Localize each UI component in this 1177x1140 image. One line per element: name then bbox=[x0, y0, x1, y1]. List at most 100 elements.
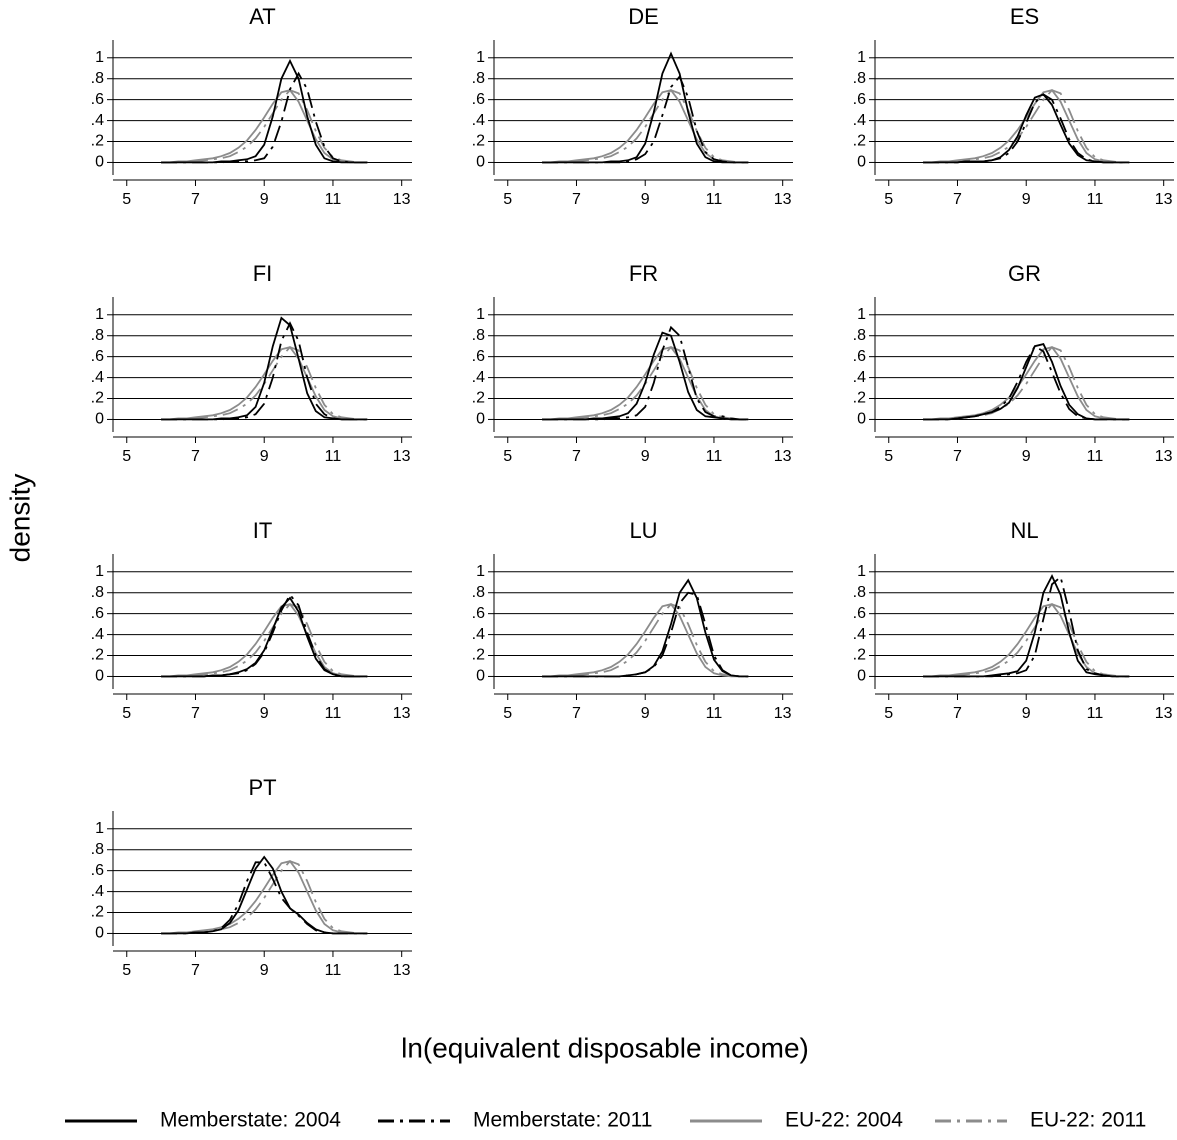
x-tick-label: 9 bbox=[641, 705, 650, 722]
y-tick-label: .4 bbox=[91, 369, 104, 386]
panel: PT 0 .2 .4 .6 .8 1 5 7 9 11 13 bbox=[91, 775, 412, 979]
y-tick-label: 0 bbox=[476, 411, 485, 428]
panel-title: PT bbox=[248, 775, 276, 800]
x-axis-label: ln(equivalent disposable income) bbox=[401, 1032, 809, 1063]
y-tick-label: .2 bbox=[853, 133, 866, 150]
x-tick-label: 11 bbox=[706, 448, 723, 465]
panel-title: ES bbox=[1010, 4, 1039, 29]
y-tick-label: .8 bbox=[853, 327, 866, 344]
y-tick-label: 0 bbox=[95, 154, 104, 171]
density-line bbox=[161, 596, 368, 678]
panel: FR 0 .2 .4 .6 .8 1 5 7 9 11 13 bbox=[472, 261, 793, 465]
density-line bbox=[923, 573, 1130, 678]
x-tick-label: 9 bbox=[260, 191, 269, 208]
x-tick-label: 11 bbox=[1087, 191, 1104, 208]
x-tick-label: 7 bbox=[191, 962, 200, 979]
x-tick-label: 13 bbox=[393, 448, 411, 465]
x-tick-label: 7 bbox=[572, 191, 581, 208]
y-tick-label: .2 bbox=[472, 390, 485, 407]
x-tick-label: 5 bbox=[503, 191, 512, 208]
x-tick-label: 13 bbox=[1155, 448, 1173, 465]
x-tick-label: 7 bbox=[953, 705, 962, 722]
x-tick-label: 11 bbox=[325, 191, 342, 208]
x-tick-label: 13 bbox=[774, 448, 792, 465]
density-line bbox=[161, 603, 368, 678]
density-line bbox=[542, 325, 749, 421]
panel: AT 0 .2 .4 .6 .8 1 5 7 9 11 13 bbox=[91, 4, 412, 208]
x-tick-label: 7 bbox=[191, 448, 200, 465]
x-tick-label: 5 bbox=[122, 448, 131, 465]
y-tick-label: 1 bbox=[857, 563, 866, 580]
y-tick-label: .4 bbox=[853, 626, 866, 643]
x-tick-label: 5 bbox=[122, 705, 131, 722]
legend-label: EU-22: 2011 bbox=[1030, 1109, 1146, 1132]
y-tick-label: .2 bbox=[91, 647, 104, 664]
panel: NL 0 .2 .4 .6 .8 1 5 7 9 11 13 bbox=[853, 518, 1174, 722]
y-tick-label: .8 bbox=[472, 584, 485, 601]
y-tick-label: .6 bbox=[853, 348, 866, 365]
density-line bbox=[923, 89, 1130, 164]
density-line bbox=[542, 578, 749, 678]
density-line bbox=[923, 343, 1130, 421]
panel: ES 0 .2 .4 .6 .8 1 5 7 9 11 13 bbox=[853, 4, 1174, 208]
density-line bbox=[923, 346, 1130, 421]
panel-title: FI bbox=[253, 261, 273, 286]
x-tick-label: 13 bbox=[774, 705, 792, 722]
y-tick-label: .2 bbox=[91, 133, 104, 150]
x-tick-label: 9 bbox=[1022, 191, 1031, 208]
x-tick-label: 5 bbox=[503, 448, 512, 465]
y-tick-label: .6 bbox=[853, 91, 866, 108]
y-tick-label: 1 bbox=[95, 306, 104, 323]
y-tick-label: 1 bbox=[95, 820, 104, 837]
y-tick-label: .4 bbox=[91, 626, 104, 643]
density-line bbox=[542, 603, 749, 678]
x-tick-label: 9 bbox=[1022, 448, 1031, 465]
panel-title: LU bbox=[629, 518, 657, 543]
y-tick-label: .8 bbox=[91, 841, 104, 858]
density-line bbox=[161, 89, 368, 164]
x-tick-label: 5 bbox=[884, 705, 893, 722]
y-tick-label: .4 bbox=[853, 369, 866, 386]
x-tick-label: 13 bbox=[393, 191, 411, 208]
x-tick-label: 7 bbox=[572, 705, 581, 722]
y-tick-label: 0 bbox=[476, 154, 485, 171]
density-line bbox=[161, 71, 368, 164]
y-tick-label: .8 bbox=[472, 327, 485, 344]
density-line bbox=[161, 603, 368, 678]
density-line bbox=[161, 89, 368, 164]
y-tick-label: .4 bbox=[472, 626, 485, 643]
x-tick-label: 7 bbox=[191, 705, 200, 722]
y-tick-label: .8 bbox=[853, 584, 866, 601]
y-tick-label: .6 bbox=[91, 605, 104, 622]
legend-label: Memberstate: 2011 bbox=[473, 1109, 652, 1132]
x-tick-label: 7 bbox=[953, 191, 962, 208]
y-tick-label: 1 bbox=[95, 563, 104, 580]
density-line bbox=[161, 855, 368, 935]
y-tick-label: .8 bbox=[91, 327, 104, 344]
density-line bbox=[923, 346, 1130, 421]
x-tick-label: 5 bbox=[884, 448, 893, 465]
y-tick-label: .6 bbox=[91, 348, 104, 365]
y-tick-label: .6 bbox=[472, 348, 485, 365]
density-line bbox=[923, 603, 1130, 678]
y-axis-label: density bbox=[4, 474, 35, 563]
x-tick-label: 9 bbox=[260, 962, 269, 979]
x-tick-label: 13 bbox=[393, 962, 411, 979]
density-line bbox=[542, 74, 749, 164]
y-tick-label: .2 bbox=[472, 133, 485, 150]
x-tick-label: 11 bbox=[1087, 705, 1104, 722]
x-tick-label: 5 bbox=[122, 191, 131, 208]
panel: GR 0 .2 .4 .6 .8 1 5 7 9 11 13 bbox=[853, 261, 1174, 465]
density-line bbox=[923, 93, 1130, 164]
panel-title: DE bbox=[628, 4, 659, 29]
panel: DE 0 .2 .4 .6 .8 1 5 7 9 11 13 bbox=[472, 4, 793, 208]
density-line bbox=[161, 58, 368, 164]
y-tick-label: .4 bbox=[472, 369, 485, 386]
x-tick-label: 9 bbox=[1022, 705, 1031, 722]
density-line bbox=[161, 346, 368, 421]
density-line bbox=[161, 861, 368, 935]
x-tick-label: 9 bbox=[641, 448, 650, 465]
y-tick-label: .2 bbox=[853, 390, 866, 407]
x-tick-label: 5 bbox=[122, 962, 131, 979]
